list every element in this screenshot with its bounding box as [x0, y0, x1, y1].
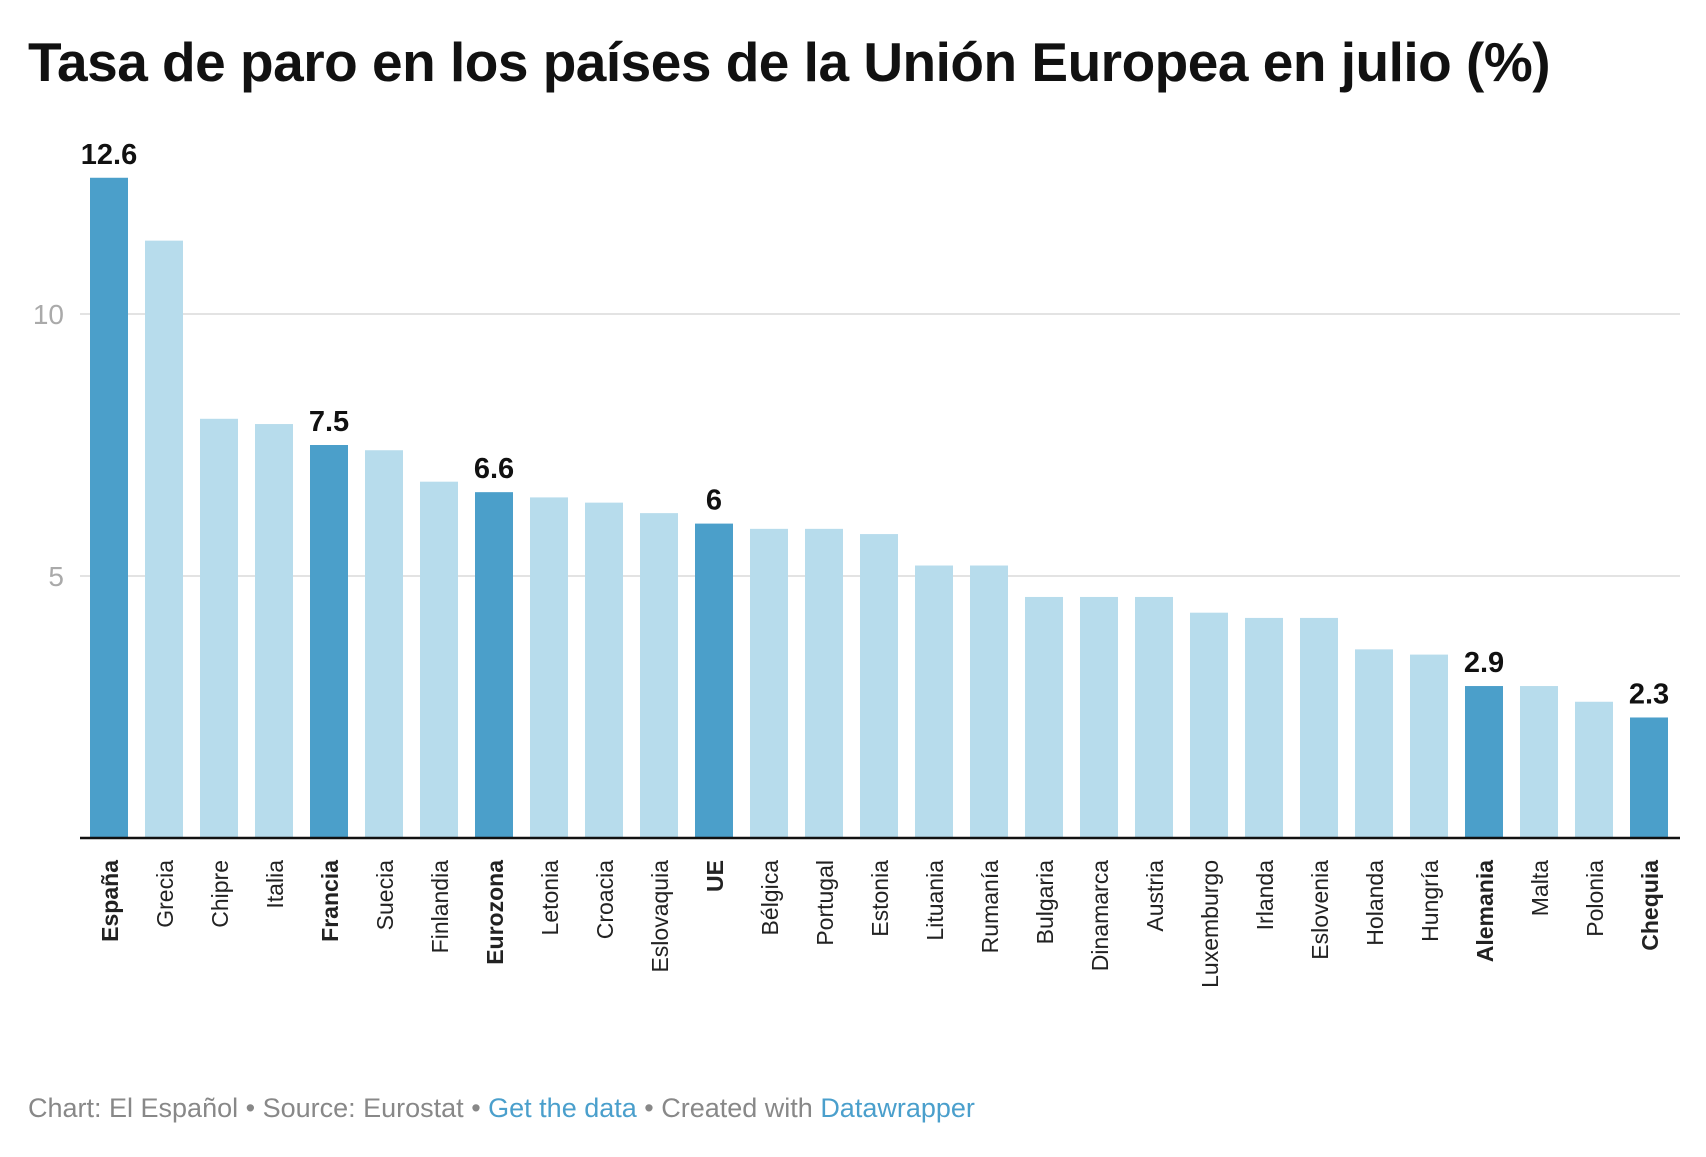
- x-tick-label: Croacia: [592, 860, 618, 939]
- bar-hungría: [1410, 654, 1448, 838]
- x-tick-label: Chipre: [207, 860, 233, 928]
- x-tick-label: Finlandia: [427, 860, 453, 954]
- bar-francia: [310, 445, 348, 838]
- x-tick-label: Chequia: [1637, 860, 1663, 951]
- datawrapper-link[interactable]: Datawrapper: [820, 1093, 975, 1123]
- separator: •: [463, 1093, 489, 1123]
- x-tick-label: Francia: [317, 860, 343, 942]
- separator: •: [636, 1093, 662, 1123]
- source-text: Source: Eurostat: [262, 1093, 464, 1123]
- data-label: 6: [706, 485, 722, 517]
- x-tick-label: España: [97, 860, 123, 942]
- x-tick-label: Portugal: [812, 860, 838, 946]
- x-tick-label: Bélgica: [757, 860, 783, 936]
- data-label: 2.9: [1464, 647, 1504, 679]
- x-tick-label: Eslovenia: [1307, 860, 1333, 960]
- x-tick-label: Eslovaquia: [647, 860, 673, 973]
- bar-grecia: [145, 240, 183, 838]
- x-tick-label: Austria: [1142, 860, 1168, 932]
- bar-chipre: [200, 418, 238, 838]
- x-tick-label: Dinamarca: [1087, 860, 1113, 971]
- x-tick-label: Polonia: [1582, 860, 1608, 937]
- bar-rumanía: [970, 565, 1008, 838]
- bar-portugal: [805, 528, 843, 838]
- bar-suecia: [365, 450, 403, 838]
- bar-austria: [1135, 596, 1173, 838]
- y-tick-label: 5: [48, 561, 64, 592]
- bar-holanda: [1355, 649, 1393, 838]
- bar-lituania: [915, 565, 953, 838]
- chart-credit: Chart: El Español: [28, 1093, 239, 1123]
- data-label: 2.3: [1629, 678, 1669, 710]
- x-tick-label: Grecia: [152, 860, 178, 928]
- bar-letonia: [530, 497, 568, 838]
- bar-estonia: [860, 534, 898, 838]
- x-tick-label: Bulgaria: [1032, 860, 1058, 945]
- y-tick-label: 10: [33, 299, 64, 330]
- bar-bélgica: [750, 528, 788, 838]
- bar-españa: [90, 177, 128, 838]
- bar-irlanda: [1245, 617, 1283, 838]
- chart-footer: Chart: El Español • Source: Eurostat • G…: [28, 1093, 975, 1124]
- x-tick-label: UE: [702, 860, 728, 892]
- x-tick-label: Rumanía: [977, 860, 1003, 954]
- x-tick-label: Hungría: [1417, 860, 1443, 942]
- x-tick-label: Eurozona: [482, 860, 508, 965]
- bar-chequia: [1630, 717, 1668, 838]
- bar-croacia: [585, 502, 623, 838]
- x-tick-label: Irlanda: [1252, 860, 1278, 931]
- x-tick-label: Estonia: [867, 860, 893, 937]
- x-tick-label: Italia: [262, 860, 288, 909]
- x-tick-label: Luxemburgo: [1197, 860, 1223, 988]
- bar-finlandia: [420, 481, 458, 838]
- bar-chart: 5 10 España 12.6 Grecia Chipre Italia Francia 7.…: [33, 139, 1680, 988]
- x-tick-label: Lituania: [922, 860, 948, 941]
- x-tick-label: Alemania: [1472, 860, 1498, 962]
- bar-ue: [695, 523, 733, 838]
- separator: •: [238, 1093, 263, 1123]
- bar-dinamarca: [1080, 596, 1118, 838]
- data-label: 12.6: [81, 139, 137, 171]
- bar-polonia: [1575, 701, 1613, 838]
- chart-title: Tasa de paro en los países de la Unión E…: [28, 31, 1551, 93]
- bar-luxemburgo: [1190, 612, 1228, 838]
- bar-eurozona: [475, 492, 513, 838]
- bar-eslovenia: [1300, 617, 1338, 838]
- x-tick-label: Suecia: [372, 860, 398, 931]
- bar-eslovaquia: [640, 513, 678, 838]
- bar-bulgaria: [1025, 596, 1063, 838]
- x-tick-label: Letonia: [537, 860, 563, 936]
- x-tick-label: Malta: [1527, 860, 1553, 916]
- get-the-data-link[interactable]: Get the data: [488, 1093, 637, 1123]
- x-tick-label: Holanda: [1362, 860, 1388, 946]
- bar-malta: [1520, 686, 1558, 838]
- data-label: 6.6: [474, 453, 514, 485]
- created-with-text: Created with: [661, 1093, 821, 1123]
- bar-italia: [255, 424, 293, 838]
- data-label: 7.5: [309, 406, 349, 438]
- bar-alemania: [1465, 686, 1503, 838]
